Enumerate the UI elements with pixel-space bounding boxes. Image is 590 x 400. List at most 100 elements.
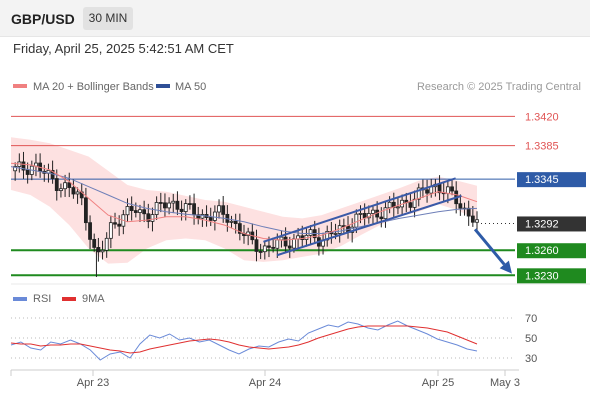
candle-down xyxy=(67,182,72,188)
candle-down xyxy=(258,251,263,253)
candle-up xyxy=(59,188,63,191)
candle-down xyxy=(158,202,163,204)
candle-down xyxy=(408,202,413,208)
top-bar: GBP/USD 30 MIN xyxy=(0,0,590,37)
candle-up xyxy=(262,245,267,253)
candle-up xyxy=(292,238,296,249)
rsi-ma-legend-label: 9MA xyxy=(82,293,105,305)
candle-up xyxy=(416,187,421,200)
rsi-ma-line xyxy=(10,325,478,354)
candle-up xyxy=(200,214,205,219)
candle-up xyxy=(308,229,313,236)
candle-down xyxy=(466,207,471,217)
candle-up xyxy=(279,236,284,241)
candle-down xyxy=(237,223,242,234)
ma50-legend-label: MA 50 xyxy=(175,81,206,93)
candle-down xyxy=(92,238,97,248)
candle-up xyxy=(171,200,176,204)
x-axis-tick-label: Apr 23 xyxy=(77,377,109,389)
price-panel: 1.3420 1.3385 1.3345 1.3292 1.3260 1.3230 xyxy=(10,111,586,284)
support-level-tag xyxy=(517,243,586,259)
candle-down xyxy=(175,200,180,210)
rsi-ma-legend-swatch xyxy=(62,297,76,301)
candle-up xyxy=(217,205,221,213)
candle-down xyxy=(54,178,59,191)
candle-down xyxy=(233,220,238,225)
candle-up xyxy=(354,213,359,228)
candle-down xyxy=(271,246,276,249)
rsi-legend-swatch xyxy=(13,297,27,301)
rsi-line xyxy=(10,320,478,361)
current-level-tag xyxy=(517,216,586,232)
support-level-label: 1.3260 xyxy=(525,245,559,257)
rsi-legend-label: RSI xyxy=(33,293,51,305)
candle-up xyxy=(445,186,450,194)
forecast-arrow-head xyxy=(499,260,512,274)
candle-up xyxy=(183,203,188,212)
candle-up xyxy=(100,249,105,253)
candle-down xyxy=(362,213,367,219)
candle-down xyxy=(192,203,196,216)
candle-down xyxy=(96,247,101,253)
candle-down xyxy=(142,209,147,215)
timeframe-button[interactable]: 30 MIN xyxy=(83,7,133,30)
candle-up xyxy=(383,207,388,220)
candle-down xyxy=(254,239,259,252)
forecast-arrow-shaft xyxy=(473,228,506,266)
candle-up xyxy=(108,222,113,239)
ma50-line xyxy=(10,166,478,234)
x-axis: Apr 23 Apr 24 Apr 25 May 3 xyxy=(77,370,520,389)
candle-down xyxy=(113,222,117,225)
candle-up xyxy=(154,202,159,215)
candle-down xyxy=(83,197,88,224)
candle-down xyxy=(179,208,184,212)
candle-up xyxy=(104,237,109,251)
candle-down xyxy=(146,213,151,222)
candle-down xyxy=(267,245,271,248)
candle-up xyxy=(275,239,280,249)
candle-down xyxy=(88,222,92,240)
resistance-level-label: 1.3385 xyxy=(525,141,559,153)
candle-down xyxy=(283,236,288,247)
price-legend: MA 20 + Bollinger Bands MA 50 Research ©… xyxy=(13,81,581,93)
candle-up xyxy=(212,211,217,221)
ma50-legend-swatch xyxy=(156,84,170,88)
current-level-label: 1.3292 xyxy=(525,218,559,230)
pivot-level-tag xyxy=(517,172,586,188)
candle-up xyxy=(63,182,67,190)
ma20-line xyxy=(10,162,478,241)
candle-down xyxy=(450,186,454,192)
candle-down xyxy=(196,214,201,219)
candle-down xyxy=(379,216,384,220)
x-axis-tick-label: Apr 25 xyxy=(422,377,454,389)
candle-down xyxy=(21,161,26,171)
candle-down xyxy=(208,217,213,221)
candle-up xyxy=(229,220,234,223)
candle-down xyxy=(221,205,226,215)
candle-down xyxy=(163,202,167,209)
ma20-legend-label: MA 20 + Bollinger Bands xyxy=(33,81,154,93)
candle-down xyxy=(71,187,76,195)
candle-down xyxy=(188,203,192,205)
candle-down xyxy=(425,189,429,194)
candle-down xyxy=(300,235,305,240)
candle-up xyxy=(358,213,363,215)
candle-up xyxy=(333,233,338,235)
candle-up xyxy=(371,209,375,214)
candle-up xyxy=(125,206,130,216)
candle-down xyxy=(287,245,292,249)
candle-down xyxy=(129,206,134,211)
candle-up xyxy=(150,214,155,222)
x-axis-tick-label: Apr 24 xyxy=(249,377,281,389)
trend-channel-lower-line xyxy=(276,194,462,257)
trend-channel-upper-line xyxy=(263,177,456,243)
rsi-legend: RSI 9MA xyxy=(13,293,105,305)
candle-up xyxy=(167,202,172,209)
candle-up xyxy=(475,219,479,223)
candle-up xyxy=(387,201,392,209)
x-axis-tick-label: May 3 xyxy=(490,377,520,389)
symbol-title: GBP/USD xyxy=(11,11,75,27)
candle-down xyxy=(133,210,138,213)
support-level-label: 1.3230 xyxy=(525,270,559,282)
